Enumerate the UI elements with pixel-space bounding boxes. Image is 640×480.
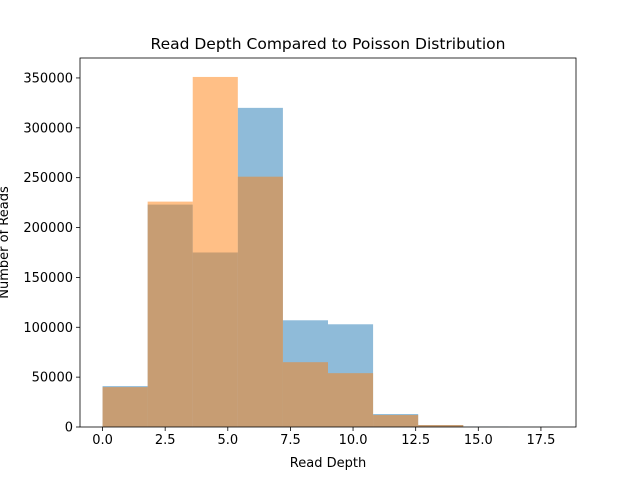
histogram-bar-series-2-bin-4 (237, 176, 283, 427)
x-tick-label: 12.5 (401, 433, 430, 448)
histogram-bar-series-2-bin-1 (102, 387, 148, 427)
histogram-bar-series-2-bin-3 (192, 76, 238, 427)
y-tick-label: 200000 (23, 221, 73, 236)
x-tick-label: 0.0 (92, 433, 113, 448)
y-tick-label: 0 (65, 421, 73, 436)
x-tick-label: 15.0 (464, 433, 493, 448)
y-tick-label: 150000 (23, 271, 73, 286)
histogram-bar-series-2-bin-6 (328, 373, 374, 427)
x-tick-label: 10.0 (339, 433, 368, 448)
x-axis-title: Read Depth (290, 456, 366, 471)
bars-layer (102, 76, 554, 428)
y-axis-title: Number of Reads (0, 186, 12, 299)
y-tick-label: 300000 (23, 121, 73, 136)
y-tick-label: 50000 (32, 371, 73, 386)
x-tick-label: 5.0 (217, 433, 238, 448)
x-axis-ticks: 0.0 2.5 5.0 7.5 10.0 12.5 15.0 17.5 (92, 427, 555, 448)
histogram-bar-series-2-bin-5 (282, 362, 328, 427)
histogram-bar-series-2-bin-7 (373, 415, 419, 427)
plot-frame (79, 57, 577, 428)
histogram-bar-series-2-bin-8 (418, 425, 464, 427)
y-axis-ticks: 0 50000 100000 150000 200000 250000 300000 3500… (23, 71, 80, 436)
chart-title: Read Depth Compared to Poisson Distribut… (151, 35, 506, 53)
y-tick-label: 350000 (23, 71, 73, 86)
y-tick-label: 250000 (23, 171, 73, 186)
histogram-bar-series-2-bin-2 (147, 201, 193, 427)
x-tick-label: 17.5 (526, 433, 555, 448)
x-tick-label: 2.5 (155, 433, 176, 448)
x-tick-label: 7.5 (280, 433, 301, 448)
y-tick-label: 100000 (23, 321, 73, 336)
